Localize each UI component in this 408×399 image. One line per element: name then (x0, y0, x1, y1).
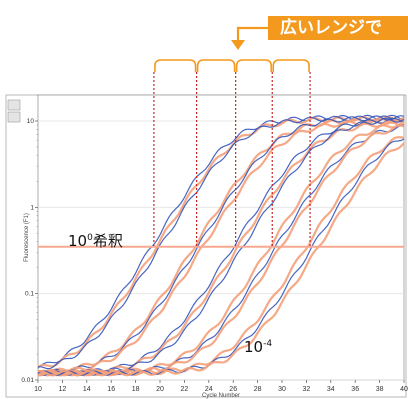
interval-bracket (235, 59, 273, 72)
amplification-curve (37, 136, 405, 377)
y-tick-label: 10 (27, 118, 35, 125)
x-tick-label: 34 (327, 386, 335, 393)
label-dilution-top: 100希釈 (68, 232, 123, 250)
y-tick-label: 0.01 (21, 377, 34, 384)
x-tick-label: 24 (205, 386, 213, 393)
x-tick-label: 20 (156, 386, 164, 393)
toolbar-button-icon (7, 111, 21, 123)
toolbar-button-icon (7, 99, 21, 111)
y-axis-label: Fluorescence (F1) (24, 213, 30, 262)
x-tick-label: 40 (400, 386, 408, 393)
interval-bracket (154, 59, 197, 72)
y-tick-label: 0.1 (25, 291, 34, 298)
x-tick-label: 14 (83, 386, 91, 393)
annotation-layer: 100希釈 10-4 (38, 72, 404, 356)
arrow-line (236, 26, 268, 40)
axes-layer: 10 12 14 16 18 20 22 24 26 28 30 32 34 36 38 40 Cycle Nu… (21, 94, 408, 399)
interval-bracket (272, 59, 310, 72)
arrow-head-icon (231, 40, 245, 50)
amplification-curve (37, 114, 405, 369)
amplification-curve (38, 115, 405, 370)
x-tick-label: 32 (303, 386, 311, 393)
x-tick-label: 30 (278, 386, 286, 393)
x-tick-label: 28 (254, 386, 262, 393)
x-tick-label: 22 (181, 386, 189, 393)
y-tick-label: 1 (30, 204, 34, 211)
x-tick-label: 38 (376, 386, 384, 393)
curves-layer (37, 114, 405, 377)
x-tick-label: 10 (34, 386, 42, 393)
label-dilution-bottom: 10-4 (244, 338, 272, 356)
x-tick-label: 18 (132, 386, 140, 393)
x-tick-label: 36 (351, 386, 359, 393)
x-tick-label: 12 (59, 386, 67, 393)
banner-text: 広いレンジで (280, 18, 382, 38)
amplification-curve (37, 115, 405, 368)
x-axis-label: Cycle Number (202, 393, 240, 399)
amplification-curve (37, 142, 405, 377)
amplification-curve (37, 117, 405, 376)
interval-bracket (196, 59, 236, 72)
x-tick-label: 26 (229, 386, 237, 393)
banner: 広いレンジで (268, 16, 408, 40)
decoration-layer (154, 26, 310, 72)
x-tick-label: 16 (107, 386, 115, 393)
amplification-curve (37, 138, 405, 377)
amplification-curve (37, 118, 405, 376)
